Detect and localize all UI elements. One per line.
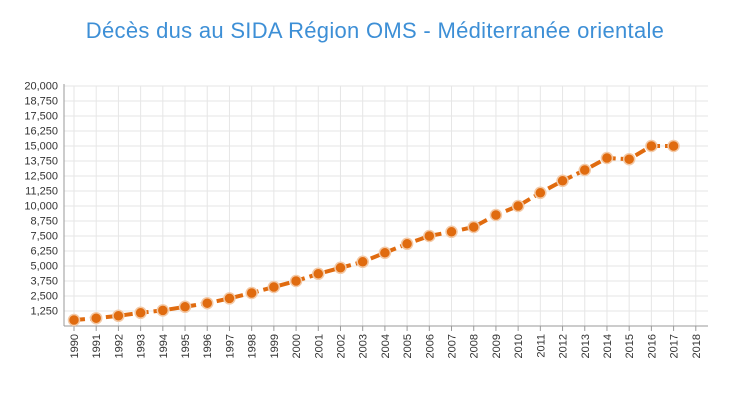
data-point[interactable] bbox=[67, 313, 81, 327]
x-tick-label: 2000 bbox=[291, 334, 303, 358]
data-point[interactable] bbox=[289, 274, 303, 288]
x-tick-label: 2009 bbox=[491, 334, 503, 358]
x-tick-label: 2012 bbox=[558, 334, 570, 358]
data-point[interactable] bbox=[667, 139, 680, 153]
data-point[interactable] bbox=[445, 225, 458, 239]
data-point[interactable] bbox=[245, 286, 258, 300]
x-tick-label: 1999 bbox=[269, 334, 281, 358]
x-tick-label: 2010 bbox=[513, 334, 525, 358]
x-tick-label: 1997 bbox=[224, 334, 236, 358]
data-point[interactable] bbox=[267, 280, 281, 294]
data-point[interactable] bbox=[378, 246, 392, 260]
series-line bbox=[73, 144, 674, 322]
y-tick-label: 7,500 bbox=[30, 231, 58, 243]
y-tick-label: 6,250 bbox=[30, 246, 58, 258]
x-tick-label: 1992 bbox=[113, 334, 125, 358]
data-point[interactable] bbox=[534, 186, 547, 200]
series-group bbox=[67, 139, 680, 327]
x-tick-label: 2005 bbox=[402, 334, 414, 358]
x-tick-label: 2004 bbox=[380, 334, 392, 358]
y-tick-label: 12,500 bbox=[24, 171, 58, 183]
data-point[interactable] bbox=[200, 296, 214, 310]
x-tick-label: 1994 bbox=[158, 334, 170, 358]
data-point[interactable] bbox=[489, 208, 503, 222]
y-tick-label: 3,750 bbox=[30, 276, 58, 288]
data-point[interactable] bbox=[556, 174, 569, 188]
data-point[interactable] bbox=[223, 292, 236, 305]
y-tick-label: 15,000 bbox=[24, 141, 58, 153]
data-point[interactable] bbox=[89, 311, 103, 325]
data-point[interactable] bbox=[334, 261, 347, 275]
x-tick-label: 2014 bbox=[602, 334, 614, 358]
x-tick-label: 2011 bbox=[535, 334, 547, 358]
y-axis-ticks: 1,250 2,500 3,750 5,000 6,250 7,500 8,750 10,00… bbox=[24, 81, 58, 318]
x-tick-label: 2017 bbox=[669, 334, 681, 358]
x-tick-label: 2013 bbox=[580, 334, 592, 358]
data-point[interactable] bbox=[400, 237, 414, 251]
y-tick-label: 13,750 bbox=[24, 156, 58, 168]
x-tick-label: 2008 bbox=[469, 334, 481, 358]
data-point[interactable] bbox=[467, 220, 480, 234]
x-axis-ticks: 1990 1991 1992 1993 1994 1995 1996 1997 1998 1999… bbox=[69, 334, 703, 358]
data-point[interactable] bbox=[112, 309, 125, 323]
data-point[interactable] bbox=[622, 152, 636, 166]
data-point[interactable] bbox=[134, 306, 147, 320]
y-tick-label: 20,000 bbox=[24, 81, 58, 93]
data-point[interactable] bbox=[578, 163, 592, 177]
data-point[interactable] bbox=[645, 139, 658, 153]
y-tick-label: 17,500 bbox=[24, 111, 58, 123]
data-point[interactable] bbox=[511, 199, 525, 213]
y-tick-label: 11,250 bbox=[25, 186, 58, 198]
data-point[interactable] bbox=[312, 267, 325, 281]
x-tick-label: 1993 bbox=[136, 334, 148, 358]
y-tick-label: 5,000 bbox=[30, 261, 58, 273]
x-tick-label: 2016 bbox=[646, 334, 658, 358]
y-tick-label: 8,750 bbox=[30, 216, 58, 228]
chart-title: Décès dus au SIDA Région OMS - Méditerra… bbox=[85, 18, 665, 43]
data-point[interactable] bbox=[178, 300, 192, 314]
x-tick-label: 2015 bbox=[624, 334, 636, 358]
y-tick-label: 2,500 bbox=[30, 291, 58, 303]
y-tick-label: 10,000 bbox=[24, 201, 58, 213]
data-point[interactable] bbox=[156, 304, 170, 317]
x-tick-label: 2002 bbox=[335, 334, 347, 358]
x-tick-label: 1996 bbox=[202, 334, 214, 358]
data-point[interactable] bbox=[356, 255, 369, 269]
x-tick-label: 1995 bbox=[180, 334, 192, 358]
grid-lines bbox=[64, 85, 708, 326]
x-tick-label: 1998 bbox=[247, 334, 259, 358]
y-tick-label: 16,250 bbox=[24, 126, 58, 138]
x-tick-label: 1991 bbox=[91, 334, 103, 358]
x-tick-label: 2003 bbox=[358, 334, 370, 358]
x-tick-label: 2001 bbox=[313, 334, 325, 358]
x-tick-label: 1990 bbox=[69, 334, 81, 358]
x-tick-label: 2018 bbox=[691, 334, 703, 358]
x-tick-label: 2006 bbox=[424, 334, 436, 358]
y-tick-label: 1,250 bbox=[30, 306, 58, 318]
axes bbox=[63, 84, 708, 331]
data-point[interactable] bbox=[600, 151, 614, 165]
y-tick-label: 18,750 bbox=[24, 96, 58, 108]
data-point[interactable] bbox=[423, 229, 436, 243]
x-tick-label: 2007 bbox=[447, 334, 459, 358]
